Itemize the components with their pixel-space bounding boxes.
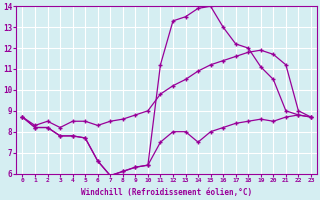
X-axis label: Windchill (Refroidissement éolien,°C): Windchill (Refroidissement éolien,°C) xyxy=(81,188,252,197)
